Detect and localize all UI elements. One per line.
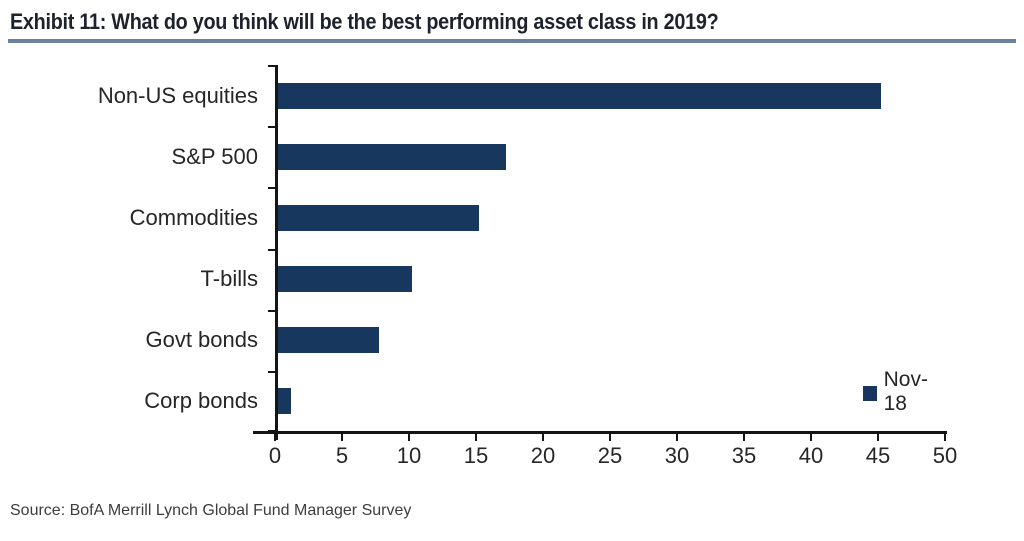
chart-title-text: Exhibit 11: What do you think will be th… <box>10 9 719 34</box>
x-tick <box>408 432 410 441</box>
x-tick <box>743 432 745 441</box>
legend-label: Nov-18 <box>883 368 928 415</box>
y-tick <box>268 248 276 251</box>
x-tick-label: 10 <box>396 443 422 468</box>
y-tick <box>268 65 276 67</box>
x-tick <box>810 432 812 441</box>
category-label: Non-US equities <box>97 82 258 108</box>
x-tick-label: 20 <box>530 443 556 468</box>
bar-s-p-500 <box>278 143 506 170</box>
y-axis-line <box>275 65 278 440</box>
y-tick <box>268 309 276 312</box>
source-note: Source: BofA Merrill Lynch Global Fund M… <box>10 502 412 519</box>
bar-govt-bonds <box>278 327 379 354</box>
plot-area: Non-US equities S&P 500 Commodities T-bills… <box>98 65 957 468</box>
x-tick <box>944 432 946 441</box>
legend: Nov-18 <box>863 368 945 416</box>
category-label: S&P 500 <box>171 143 258 169</box>
bar-commodities <box>278 204 479 231</box>
chart-title: Exhibit 11: What do you think will be th… <box>10 9 1020 35</box>
x-tick-label: 45 <box>865 443 891 468</box>
category-axis-labels: Non-US equities S&P 500 Commodities T-bills… <box>0 65 258 432</box>
x-tick-label: 35 <box>731 443 757 468</box>
x-axis-line <box>253 431 947 434</box>
bar-corp-bonds <box>278 388 292 415</box>
category-label: Govt bonds <box>145 327 258 353</box>
bar-t-bills <box>278 266 412 293</box>
bar-non-us-equities <box>278 82 881 109</box>
x-tick <box>877 432 879 441</box>
x-tick <box>475 432 477 441</box>
y-tick <box>268 187 276 190</box>
x-tick-label: 0 <box>268 443 282 468</box>
x-tick <box>676 432 678 441</box>
y-tick <box>268 126 276 129</box>
category-label: Corp bonds <box>144 388 258 414</box>
legend-swatch-icon <box>863 385 877 401</box>
x-tick-label: 50 <box>932 443 958 468</box>
category-label: T-bills <box>200 266 258 292</box>
y-tick <box>268 370 276 373</box>
x-tick-label: 40 <box>798 443 824 468</box>
x-tick-label: 5 <box>335 443 349 468</box>
x-tick-label: 25 <box>597 443 623 468</box>
x-tick-label: 30 <box>664 443 690 468</box>
x-tick <box>341 432 343 441</box>
x-tick-label: 15 <box>463 443 489 468</box>
x-tick <box>609 432 611 441</box>
title-underline <box>8 39 1016 43</box>
category-label: Commodities <box>129 204 258 230</box>
x-tick <box>542 432 544 441</box>
